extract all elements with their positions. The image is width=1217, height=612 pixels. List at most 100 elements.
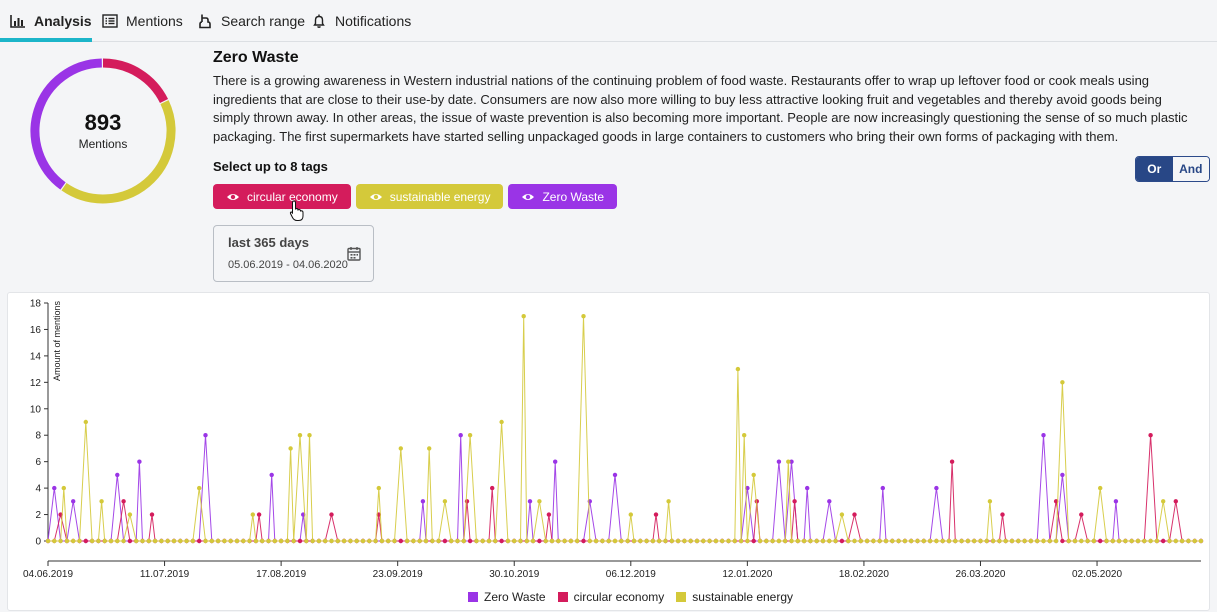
data-point[interactable] — [527, 499, 533, 504]
data-point[interactable] — [203, 433, 208, 438]
data-point[interactable] — [197, 538, 202, 544]
data-point[interactable] — [530, 538, 536, 544]
data-point[interactable] — [546, 512, 552, 517]
data-point[interactable] — [64, 538, 70, 544]
data-point[interactable] — [1028, 538, 1034, 544]
data-point[interactable] — [990, 538, 996, 544]
data-point[interactable] — [215, 538, 221, 544]
data-point[interactable] — [304, 538, 309, 544]
data-point[interactable] — [442, 499, 448, 504]
date-range-picker[interactable]: last 365 days 05.06.2019 - 04.06.2020 — [213, 225, 374, 282]
data-point[interactable] — [379, 538, 385, 544]
data-point[interactable] — [742, 433, 747, 438]
data-point[interactable] — [442, 538, 448, 544]
data-point[interactable] — [880, 485, 885, 491]
data-point[interactable] — [805, 485, 810, 491]
data-point[interactable] — [883, 538, 889, 544]
data-point[interactable] — [159, 538, 164, 544]
data-point[interactable] — [896, 538, 901, 544]
data-point[interactable] — [165, 538, 170, 544]
data-point[interactable] — [1173, 538, 1179, 544]
data-point[interactable] — [1186, 538, 1191, 544]
data-point[interactable] — [997, 538, 1002, 544]
data-point[interactable] — [581, 538, 586, 544]
data-point[interactable] — [52, 538, 57, 544]
data-point[interactable] — [921, 538, 926, 544]
tab-analysis[interactable]: Analysis — [10, 0, 92, 42]
data-point[interactable] — [430, 538, 435, 544]
data-point[interactable] — [1079, 538, 1084, 544]
data-point[interactable] — [1060, 472, 1065, 478]
data-point[interactable] — [1198, 538, 1204, 544]
data-point[interactable] — [663, 538, 668, 544]
data-point[interactable] — [827, 499, 832, 504]
data-point[interactable] — [490, 485, 495, 491]
data-point[interactable] — [927, 538, 933, 544]
tab-mentions[interactable]: Mentions — [102, 0, 183, 42]
data-point[interactable] — [480, 538, 485, 544]
data-point[interactable] — [657, 538, 662, 544]
data-point[interactable] — [1104, 538, 1109, 544]
data-point[interactable] — [417, 538, 422, 544]
legend-item-zero-waste[interactable]: Zero Waste — [468, 590, 546, 604]
data-point[interactable] — [329, 512, 334, 517]
data-point[interactable] — [493, 538, 498, 544]
data-point[interactable] — [852, 538, 857, 544]
data-point[interactable] — [537, 538, 542, 544]
data-point[interactable] — [745, 538, 750, 544]
data-point[interactable] — [266, 538, 271, 544]
data-point[interactable] — [420, 499, 426, 504]
data-point[interactable] — [792, 499, 797, 504]
data-point[interactable] — [1041, 433, 1046, 438]
data-point[interactable] — [1009, 538, 1015, 544]
data-point[interactable] — [96, 538, 101, 544]
data-point[interactable] — [1035, 538, 1040, 544]
data-point[interactable] — [701, 538, 706, 544]
tab-search-range[interactable]: Search range — [197, 0, 305, 42]
data-point[interactable] — [178, 538, 183, 544]
data-point[interactable] — [946, 538, 952, 544]
data-point[interactable] — [461, 538, 466, 544]
data-point[interactable] — [669, 538, 674, 544]
logic-or-button[interactable]: Or — [1136, 157, 1173, 181]
data-point[interactable] — [190, 538, 196, 544]
data-point[interactable] — [140, 538, 145, 544]
data-point[interactable] — [71, 499, 76, 504]
data-point[interactable] — [1167, 538, 1172, 544]
data-point[interactable] — [972, 538, 977, 544]
legend-item-circular-economy[interactable]: circular economy — [557, 590, 664, 604]
data-point[interactable] — [827, 538, 832, 544]
data-point[interactable] — [619, 538, 624, 544]
data-point[interactable] — [449, 538, 454, 544]
data-point[interactable] — [411, 538, 416, 544]
data-point[interactable] — [1179, 538, 1185, 544]
data-point[interactable] — [1072, 538, 1078, 544]
data-point[interactable] — [52, 485, 57, 491]
data-point[interactable] — [1116, 538, 1122, 544]
data-point[interactable] — [934, 485, 939, 491]
data-point[interactable] — [738, 538, 744, 544]
data-point[interactable] — [1154, 538, 1160, 544]
data-point[interactable] — [770, 538, 775, 544]
data-point[interactable] — [354, 538, 359, 544]
data-point[interactable] — [959, 538, 964, 544]
data-point[interactable] — [688, 538, 693, 544]
data-point[interactable] — [1016, 538, 1021, 544]
data-point[interactable] — [820, 538, 826, 544]
data-point[interactable] — [786, 459, 791, 464]
data-point[interactable] — [1060, 538, 1065, 544]
data-point[interactable] — [1085, 538, 1090, 544]
data-point[interactable] — [474, 538, 479, 544]
logic-and-button[interactable]: And — [1172, 157, 1209, 181]
data-point[interactable] — [108, 538, 114, 544]
data-point[interactable] — [241, 538, 246, 544]
data-point[interactable] — [965, 538, 971, 544]
data-point[interactable] — [127, 538, 133, 544]
data-point[interactable] — [1003, 538, 1008, 544]
data-point[interactable] — [940, 538, 945, 544]
data-point[interactable] — [581, 314, 586, 319]
data-point[interactable] — [666, 499, 671, 504]
data-point[interactable] — [45, 538, 51, 544]
data-point[interactable] — [71, 538, 76, 544]
data-point[interactable] — [858, 538, 863, 544]
